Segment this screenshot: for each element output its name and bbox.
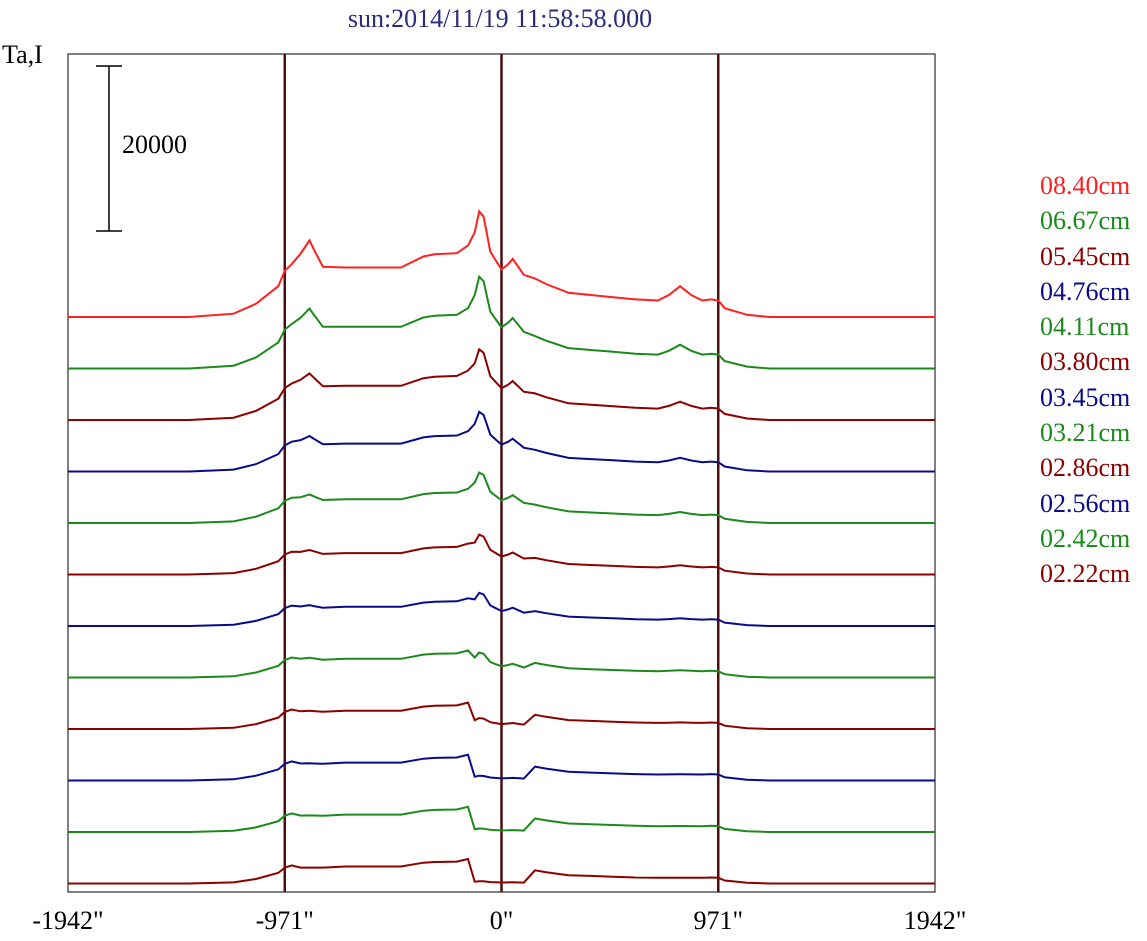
series-line-03.21cm — [68, 649, 935, 679]
series-line-02.22cm — [68, 857, 935, 885]
legend-item: 02.56cm — [1040, 488, 1131, 518]
legend-item: 02.42cm — [1040, 523, 1131, 553]
series-line-02.42cm — [68, 805, 935, 833]
series-line-02.56cm — [68, 753, 935, 782]
x-tick-label: -1942" — [32, 906, 104, 935]
legend-item: 03.45cm — [1040, 382, 1131, 412]
legend-item: 06.67cm — [1040, 206, 1131, 236]
legend-item: 05.45cm — [1040, 241, 1131, 271]
x-tick-label: 1942" — [903, 906, 967, 935]
legend-item: 04.76cm — [1040, 276, 1131, 306]
scale-bar-label: 20000 — [122, 130, 187, 159]
legend-item: 04.11cm — [1040, 312, 1130, 342]
x-tick-label: -971" — [255, 906, 314, 935]
scale-bar — [96, 65, 122, 232]
x-tick-label: 971" — [693, 906, 744, 935]
series-line-06.67cm — [68, 274, 935, 370]
series-line-08.40cm — [68, 209, 935, 318]
legend-item: 02.86cm — [1040, 453, 1131, 483]
y-axis-label: Ta,I — [2, 40, 43, 69]
series-line-05.45cm — [68, 347, 935, 421]
legend-item: 02.22cm — [1040, 559, 1131, 589]
x-tick-label: 0" — [489, 906, 514, 935]
series-line-03.80cm — [68, 533, 935, 576]
legend-item: 03.21cm — [1040, 418, 1131, 448]
legend-item: 03.80cm — [1040, 347, 1131, 377]
series-line-02.86cm — [68, 701, 935, 730]
series-line-04.11cm — [68, 471, 935, 524]
legend: 08.40cm 06.67cm 05.45cm 04.76cm 04.11cm 03.80… — [1040, 168, 1130, 592]
series-line-04.76cm — [68, 410, 935, 473]
legend-item: 08.40cm — [1040, 171, 1131, 200]
chart-title: sun:2014/11/19 11:58:58.000 — [347, 4, 653, 33]
series-line-03.45cm — [68, 591, 935, 627]
